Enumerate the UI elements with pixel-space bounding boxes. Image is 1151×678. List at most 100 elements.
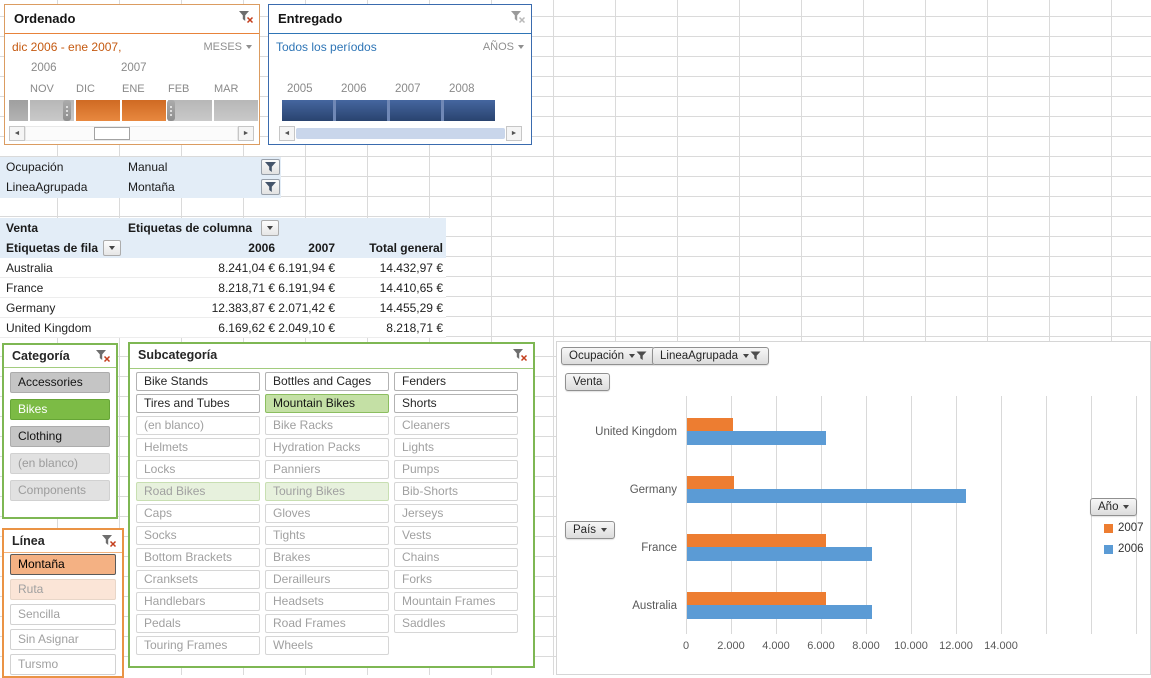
column-labels-dropdown[interactable]: [261, 220, 279, 236]
slicer-item[interactable]: Locks: [136, 460, 260, 479]
timeline-segment[interactable]: [390, 100, 441, 121]
slicer-item[interactable]: Gloves: [265, 504, 389, 523]
bar-2006-United Kingdom[interactable]: [687, 431, 826, 445]
slicer-item[interactable]: Fenders: [394, 372, 518, 391]
cell-value[interactable]: 2.049,10 €: [278, 321, 335, 335]
slicer-item[interactable]: Road Frames: [265, 614, 389, 633]
slicer-item[interactable]: (en blanco): [10, 453, 110, 474]
slicer-item[interactable]: Caps: [136, 504, 260, 523]
slicer-item[interactable]: Bike Stands: [136, 372, 260, 391]
bar-2007-Germany[interactable]: [687, 476, 734, 489]
bar-2006-Germany[interactable]: [687, 489, 966, 503]
slicer-item[interactable]: Tursmo: [10, 654, 116, 675]
cell-value[interactable]: 14.432,97 €: [379, 261, 443, 275]
row-label[interactable]: United Kingdom: [6, 321, 92, 335]
timeline-segment[interactable]: [122, 100, 166, 121]
clear-filter-icon[interactable]: [95, 349, 111, 366]
slicer-item[interactable]: Sencilla: [10, 604, 116, 625]
cell-value[interactable]: 2.071,42 €: [278, 301, 335, 315]
slicer-item[interactable]: Cleaners: [394, 416, 518, 435]
slicer-item[interactable]: Bottom Brackets: [136, 548, 260, 567]
slicer-item[interactable]: Shorts: [394, 394, 518, 413]
timeline-segment[interactable]: [336, 100, 387, 121]
time-level-dropdown[interactable]: MESES: [203, 41, 252, 53]
chart-filter-button-ocupacion[interactable]: Ocupación: [561, 347, 655, 365]
legend-entry[interactable]: 2006: [1104, 543, 1144, 555]
slicer-item[interactable]: Bib-Shorts: [394, 482, 518, 501]
slicer-item[interactable]: Vests: [394, 526, 518, 545]
time-level-dropdown[interactable]: AÑOS: [483, 41, 524, 53]
row-label[interactable]: Germany: [6, 301, 56, 315]
slicer-item[interactable]: Ruta: [10, 579, 116, 600]
report-filter-funnel-icon[interactable]: [261, 179, 280, 195]
slicer-item[interactable]: Derailleurs: [265, 570, 389, 589]
cell-value[interactable]: 12.383,87 €: [211, 301, 275, 315]
legend-entry[interactable]: 2007: [1104, 522, 1144, 534]
slicer-item[interactable]: Wheels: [265, 636, 389, 655]
scroll-track[interactable]: [25, 126, 238, 141]
slicer-item[interactable]: Brakes: [265, 548, 389, 567]
chart-legend-button-ano[interactable]: Año: [1090, 498, 1138, 516]
slicer-item[interactable]: Touring Bikes: [265, 482, 389, 501]
cell-value[interactable]: 14.455,29 €: [379, 301, 443, 315]
scroll-left-arrow[interactable]: ◄: [279, 126, 295, 141]
clear-filter-icon[interactable]: [512, 348, 528, 365]
cell-value[interactable]: 8.241,04 €: [218, 261, 275, 275]
slicer-item[interactable]: Hydration Packs: [265, 438, 389, 457]
slicer-item[interactable]: Road Bikes: [136, 482, 260, 501]
slicer-item[interactable]: Tights: [265, 526, 389, 545]
clear-filter-icon-disabled[interactable]: [510, 10, 526, 27]
slicer-item[interactable]: Helmets: [136, 438, 260, 457]
slicer-item[interactable]: Mountain Bikes: [265, 394, 389, 413]
slicer-item[interactable]: Touring Frames: [136, 636, 260, 655]
slicer-item[interactable]: Cranksets: [136, 570, 260, 589]
slicer-item[interactable]: Accessories: [10, 372, 110, 393]
timeline-segment[interactable]: [168, 100, 212, 121]
chart-axis-button-pais[interactable]: País: [565, 521, 616, 539]
slicer-item[interactable]: Bike Racks: [265, 416, 389, 435]
row-label[interactable]: Australia: [6, 261, 53, 275]
slicer-item[interactable]: Forks: [394, 570, 518, 589]
cell-value[interactable]: 6.169,62 €: [218, 321, 275, 335]
slicer-item[interactable]: Pedals: [136, 614, 260, 633]
slicer-item[interactable]: Bikes: [10, 399, 110, 420]
scroll-right-arrow[interactable]: ►: [238, 126, 254, 141]
bar-2006-Australia[interactable]: [687, 605, 872, 619]
cell-value[interactable]: 6.191,94 €: [278, 261, 335, 275]
bar-2007-France[interactable]: [687, 534, 826, 547]
bar-2007-Australia[interactable]: [687, 592, 826, 605]
slicer-item[interactable]: Jerseys: [394, 504, 518, 523]
timeline-segment-partial[interactable]: [9, 100, 28, 121]
slicer-item[interactable]: Bottles and Cages: [265, 372, 389, 391]
cell-value[interactable]: 8.218,71 €: [386, 321, 443, 335]
scroll-thumb[interactable]: [296, 128, 505, 139]
slicer-item[interactable]: Components: [10, 480, 110, 501]
slicer-item[interactable]: Headsets: [265, 592, 389, 611]
scroll-thumb[interactable]: [94, 127, 130, 140]
slicer-item[interactable]: Mountain Frames: [394, 592, 518, 611]
cell-value[interactable]: 6.191,94 €: [278, 281, 335, 295]
clear-filter-icon[interactable]: [238, 10, 254, 27]
selection-handle-right[interactable]: [167, 100, 175, 121]
slicer-item[interactable]: Sin Asignar: [10, 629, 116, 650]
timeline-segment[interactable]: [214, 100, 258, 121]
clear-filter-icon[interactable]: [101, 534, 117, 551]
bar-2006-France[interactable]: [687, 547, 872, 561]
chart-value-button-venta[interactable]: Venta: [565, 373, 611, 391]
slicer-item[interactable]: Clothing: [10, 426, 110, 447]
row-labels-dropdown[interactable]: [103, 240, 122, 256]
scroll-right-arrow[interactable]: ►: [506, 126, 522, 141]
slicer-item[interactable]: Handlebars: [136, 592, 260, 611]
slicer-item[interactable]: Panniers: [265, 460, 389, 479]
report-filter-funnel-icon[interactable]: [261, 159, 280, 175]
row-label[interactable]: France: [6, 281, 44, 295]
slicer-item[interactable]: (en blanco): [136, 416, 260, 435]
slicer-item[interactable]: Montaña: [10, 554, 116, 575]
cell-value[interactable]: 14.410,65 €: [379, 281, 443, 295]
slicer-item[interactable]: Tires and Tubes: [136, 394, 260, 413]
slicer-item[interactable]: Chains: [394, 548, 518, 567]
chart-filter-button-lineagrupada[interactable]: LineaAgrupada: [652, 347, 770, 365]
slicer-item[interactable]: Socks: [136, 526, 260, 545]
slicer-item[interactable]: Saddles: [394, 614, 518, 633]
timeline-segment[interactable]: [76, 100, 120, 121]
